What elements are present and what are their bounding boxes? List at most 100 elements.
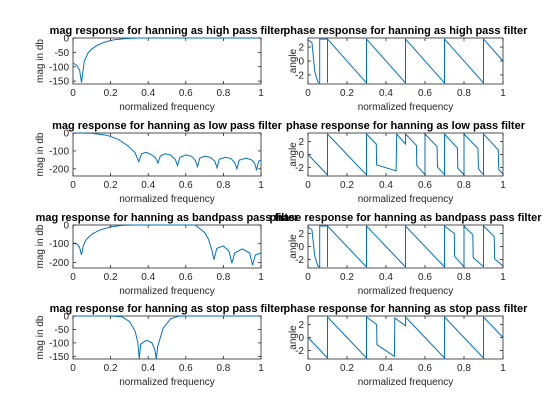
y-tick-label: 0 [298,57,304,68]
x-axis-label: normalized frequency [119,102,215,113]
y-tick-label: -50 [55,325,70,336]
y-axis-label: mag in db [35,132,46,176]
x-tick-label: 1 [258,272,264,283]
x-axis-label: normalized frequency [358,377,454,388]
y-tick-label: 0 [298,333,304,344]
y-tick-label: -150 [49,352,69,363]
x-tick-label: 0.2 [104,363,118,374]
x-tick-label: 0.6 [179,180,193,191]
x-tick-label: 1 [258,180,264,191]
y-tick-label: -100 [49,62,69,73]
x-axis-label: normalized frequency [119,286,215,297]
x-tick-label: 0.8 [457,363,471,374]
y-tick-label: -2 [295,255,304,266]
data-line [72,132,262,172]
plot-area [72,37,262,85]
x-axis-label: normalized frequency [119,194,215,205]
x-tick-label: 0.8 [457,88,471,99]
subplot-title: mag response for hanning as stop pass fi… [50,303,285,315]
data-line [72,224,262,266]
data-line [72,37,261,83]
y-tick-label: -50 [55,48,70,59]
subplot-3: 0 0.2 0.4 0.6 0.8 1 -200 -100 0 normalized freque… [35,120,283,205]
y-axis-label: mag in db [35,224,46,268]
x-tick-label: 0.2 [104,272,118,283]
x-tick-label: 0.2 [340,88,354,99]
x-tick-label: 1 [258,363,264,374]
subplot-title: phase response for hanning as stop pass … [284,303,529,315]
subplot-5: 0 0.2 0.4 0.6 0.8 1 -200 -100 0 normalized freque… [35,212,299,297]
x-tick-label: 0 [70,363,76,374]
y-tick-label: -100 [49,338,69,349]
y-tick-label: -100 [49,146,69,157]
x-axis-label: normalized frequency [358,194,454,205]
x-tick-label: 0.6 [418,180,432,191]
x-axis-label: normalized frequency [119,377,215,388]
x-tick-label: 0 [70,88,76,99]
x-tick-label: 0.6 [418,272,432,283]
x-tick-label: 0.2 [340,272,354,283]
x-tick-label: 0.6 [418,88,432,99]
y-tick-label: 2 [298,137,304,148]
y-tick-label: -150 [49,77,69,88]
x-tick-label: 1 [500,363,506,374]
data-line [307,315,504,360]
y-axis-label: angle [288,48,299,73]
x-tick-label: 0 [70,272,76,283]
x-tick-label: 1 [500,180,506,191]
x-tick-label: 0.6 [179,272,193,283]
x-tick-label: 0.4 [379,363,393,374]
x-tick-label: 1 [258,88,264,99]
x-tick-label: 0.4 [141,88,155,99]
x-tick-label: 0.4 [141,180,155,191]
y-axis-label: mag in db [35,315,46,359]
x-tick-label: 0.2 [104,88,118,99]
data-line [307,224,504,269]
x-tick-label: 0.6 [179,88,193,99]
y-tick-label: -100 [49,239,69,250]
subplot-title: mag response for hanning as bandpass pas… [36,212,300,224]
y-tick-label: 2 [298,229,304,240]
x-tick-label: 0.4 [141,272,155,283]
x-tick-label: 0 [70,180,76,191]
data-line [307,132,504,177]
y-tick-label: 0 [298,242,304,253]
y-axis-label: angle [288,142,299,167]
x-tick-label: 1 [500,272,506,283]
subplot-7: 0 0.2 0.4 0.6 0.8 1 -150 -100 -50 0 normalized fre… [35,303,285,388]
y-axis-label: mag in db [35,39,46,83]
x-tick-label: 0.6 [179,363,193,374]
subplot-title: mag response for hanning as low pass fil… [52,120,283,132]
y-tick-label: -2 [295,70,304,81]
x-tick-label: 0 [305,363,311,374]
y-tick-label: 2 [298,320,304,331]
y-tick-label: 0 [298,150,304,161]
subplot-title: phase response for hanning as bandpass p… [269,212,542,224]
x-tick-label: 0.4 [379,88,393,99]
x-tick-label: 0.4 [379,180,393,191]
subplot-title: mag response for hanning as high pass fi… [50,25,285,37]
x-tick-label: 1 [500,88,506,99]
y-tick-label: -2 [295,346,304,357]
x-tick-label: 0 [305,272,311,283]
y-tick-label: 0 [63,312,69,323]
y-axis-label: angle [288,325,299,350]
x-axis-label: normalized frequency [358,286,454,297]
subplot-1: 0 0.2 0.4 0.6 0.8 1 -150 -100 -50 0 normalized fre… [35,25,285,113]
y-axis-label: angle [288,234,299,259]
data-line [307,37,504,85]
y-tick-label: -2 [295,163,304,174]
x-tick-label: 0.2 [340,363,354,374]
data-line [73,315,261,360]
x-tick-label: 0.8 [216,88,230,99]
plot-area [72,224,262,269]
x-tick-label: 0 [305,88,311,99]
x-tick-label: 0.2 [104,180,118,191]
x-tick-label: 0.8 [457,180,471,191]
x-tick-label: 0.4 [141,363,155,374]
